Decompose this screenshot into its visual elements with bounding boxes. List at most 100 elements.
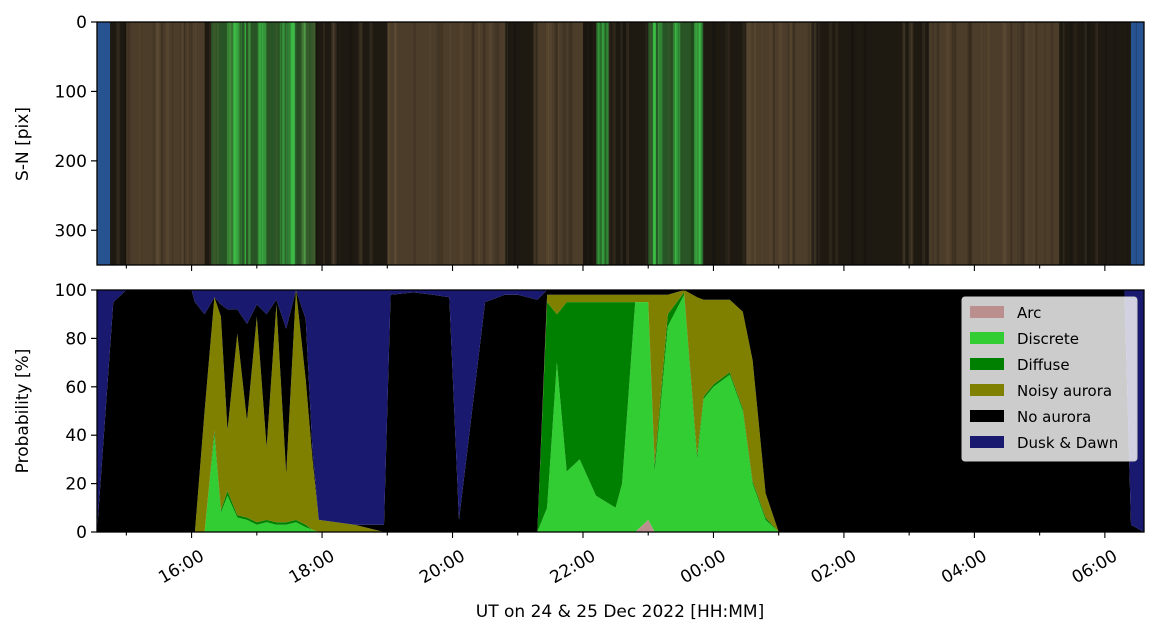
keogram-green-streak <box>236 22 240 265</box>
keogram-green-streak <box>676 22 681 265</box>
keogram-texture-stripe <box>506 22 510 265</box>
keogram-texture-stripe <box>1023 22 1025 265</box>
keogram-texture-stripe <box>439 22 444 265</box>
keogram-texture-stripe <box>1033 22 1035 265</box>
probability-panel: 0 20 40 60 80 100 16:00 18:00 20:00 22:00 00:00 02… <box>13 281 1145 622</box>
keogram-texture-stripe <box>562 22 567 265</box>
keogram-texture-stripe <box>968 22 970 265</box>
keogram-texture-stripe <box>246 22 251 265</box>
keogram-texture-stripe <box>1126 22 1129 265</box>
keogram-texture-stripe <box>339 22 341 265</box>
probability-x-tick-label: 02:00 <box>808 546 860 588</box>
keogram-image <box>97 22 1144 265</box>
keogram-texture-stripe <box>1084 22 1087 265</box>
keogram-green-streak <box>693 22 697 265</box>
keogram-texture-stripe <box>621 22 626 265</box>
legend-label: Dusk & Dawn <box>1017 434 1118 452</box>
keogram-texture-stripe <box>183 22 186 265</box>
keogram-texture-stripe <box>611 22 616 265</box>
keogram-texture-stripe <box>1062 22 1065 265</box>
keogram-frame <box>96 21 1145 266</box>
keogram-texture-stripe <box>747 22 752 265</box>
keogram-green-streak <box>287 22 292 265</box>
keogram-texture-stripe <box>393 22 397 265</box>
keogram-texture-stripe <box>246 22 250 265</box>
keogram-texture-stripe <box>769 22 772 265</box>
keogram-texture-stripe <box>608 22 612 265</box>
legend-swatch <box>970 306 1004 318</box>
keogram-texture-stripe <box>761 22 763 265</box>
probability-x-axis: 16:00 18:00 20:00 22:00 00:00 02:00 04:00 06:00 <box>125 532 1121 588</box>
area-series-no-aurora <box>97 290 1144 532</box>
probability-y-tick-label: 0 <box>76 523 87 543</box>
legend-swatch <box>970 436 1004 448</box>
legend-swatch <box>970 358 1004 370</box>
keogram-texture-stripe <box>166 22 170 265</box>
keogram-y-axis: 0 100 200 300 <box>55 13 97 241</box>
keogram-texture-stripe <box>297 22 300 265</box>
legend: Arc Discrete Diffuse Noisy aurora No aurora D… <box>961 296 1138 462</box>
keogram-green-streak <box>226 22 231 265</box>
legend-label: Arc <box>1017 304 1041 322</box>
keogram-texture-stripe <box>967 22 971 265</box>
keogram-texture-stripe <box>835 22 839 265</box>
keogram-texture-stripe <box>127 22 131 265</box>
keogram-green-streak <box>606 22 609 265</box>
probability-x-tick-label: 06:00 <box>1069 546 1121 588</box>
keogram-texture-stripe <box>951 22 954 265</box>
probability-frame <box>96 289 1145 533</box>
keogram-green-streak <box>240 22 243 265</box>
keogram-texture-stripe <box>790 22 793 265</box>
probability-x-tick-label: 04:00 <box>938 546 990 588</box>
keogram-texture-stripe <box>904 22 906 265</box>
keogram-texture-stripe <box>645 22 648 265</box>
keogram-texture-stripe <box>190 22 193 265</box>
keogram-texture-stripe <box>908 22 913 265</box>
x-axis-label: UT on 24 & 25 Dec 2022 [HH:MM] <box>476 602 764 622</box>
keogram-texture-stripe <box>902 22 905 265</box>
keogram-green-streak <box>244 22 247 265</box>
keogram-texture-stripe <box>935 22 940 265</box>
keogram-green-streak <box>259 22 264 265</box>
area-series-noisy-aurora <box>97 290 1144 532</box>
keogram-texture-stripe <box>910 22 914 265</box>
keogram-texture-stripe <box>812 22 814 265</box>
keogram-texture-stripe <box>1034 22 1038 265</box>
keogram-texture-stripe <box>1050 22 1054 265</box>
keogram-green-streak <box>257 22 259 265</box>
probability-x-tick-label: 16:00 <box>155 546 207 588</box>
keogram-texture-stripe <box>1002 22 1007 265</box>
keogram-texture-stripe <box>610 22 614 265</box>
keogram-texture-stripe <box>359 22 363 265</box>
keogram-texture-stripe <box>691 22 695 265</box>
keogram-texture-stripe <box>339 22 341 265</box>
keogram-green-streak <box>697 22 700 265</box>
legend-label: Diffuse <box>1017 356 1070 374</box>
keogram-texture-stripe <box>513 22 517 265</box>
keogram-texture-stripe <box>172 22 174 265</box>
keogram-texture-stripe <box>313 22 316 265</box>
keogram-texture-stripe <box>863 22 867 265</box>
keogram-texture-stripe <box>921 22 926 265</box>
probability-x-tick-label: 22:00 <box>547 546 599 588</box>
keogram-texture-stripe <box>180 22 182 265</box>
keogram-brown-region <box>387 22 505 265</box>
probability-x-tick-label: 20:00 <box>416 546 468 588</box>
keogram-texture-stripe <box>810 22 814 265</box>
keogram-texture-stripe <box>725 22 728 265</box>
keogram-green-streak <box>247 22 251 265</box>
keogram-texture-stripe <box>1095 22 1099 265</box>
keogram-texture-stripe <box>436 22 440 265</box>
keogram-texture-stripe <box>124 22 127 265</box>
keogram-texture-stripe <box>931 22 936 265</box>
keogram-texture-stripe <box>690 22 692 265</box>
keogram-texture-stripe <box>173 22 175 265</box>
keogram-texture-stripe <box>555 22 559 265</box>
keogram-texture-stripe <box>1114 22 1116 265</box>
keogram-texture-stripe <box>1135 22 1137 265</box>
keogram-texture-stripe <box>589 22 593 265</box>
keogram-texture-stripe <box>787 22 790 265</box>
keogram-green-streak <box>657 22 660 265</box>
keogram-texture-stripe <box>413 22 416 265</box>
